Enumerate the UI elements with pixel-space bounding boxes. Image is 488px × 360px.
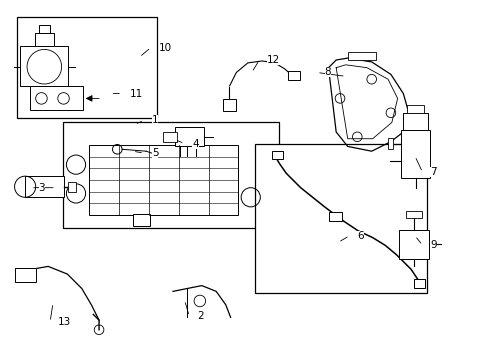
Bar	[15, 268, 36, 282]
Text: 13: 13	[58, 317, 71, 327]
Text: 4: 4	[192, 139, 199, 149]
Bar	[387, 138, 392, 149]
Text: 11: 11	[129, 89, 142, 99]
Bar	[25, 176, 63, 197]
Bar	[347, 52, 376, 60]
Text: 2: 2	[197, 311, 203, 321]
Text: 3: 3	[39, 183, 45, 193]
Bar	[35, 33, 54, 46]
Bar	[407, 105, 424, 113]
Bar	[20, 46, 68, 86]
Bar	[132, 213, 150, 226]
Text: 10: 10	[158, 42, 171, 53]
Bar	[175, 127, 203, 147]
Bar	[223, 99, 236, 111]
Bar	[413, 279, 425, 288]
Bar	[403, 113, 427, 130]
Text: 6: 6	[357, 231, 363, 241]
Text: 12: 12	[266, 55, 280, 65]
Bar	[62, 122, 278, 228]
Text: 1: 1	[152, 116, 158, 126]
Bar	[271, 151, 283, 159]
Bar	[89, 145, 238, 215]
Bar	[18, 17, 156, 118]
Text: 5: 5	[152, 148, 158, 158]
Text: 7: 7	[429, 167, 436, 177]
Bar	[39, 26, 50, 33]
Bar	[401, 130, 429, 178]
Bar	[329, 212, 341, 221]
Text: 8: 8	[324, 67, 330, 77]
Bar	[68, 182, 76, 192]
Bar	[30, 86, 82, 110]
Bar	[163, 132, 177, 141]
Bar	[398, 230, 428, 259]
Bar	[287, 71, 299, 80]
Bar	[406, 211, 421, 219]
Bar	[254, 144, 427, 293]
Text: 9: 9	[429, 240, 436, 250]
